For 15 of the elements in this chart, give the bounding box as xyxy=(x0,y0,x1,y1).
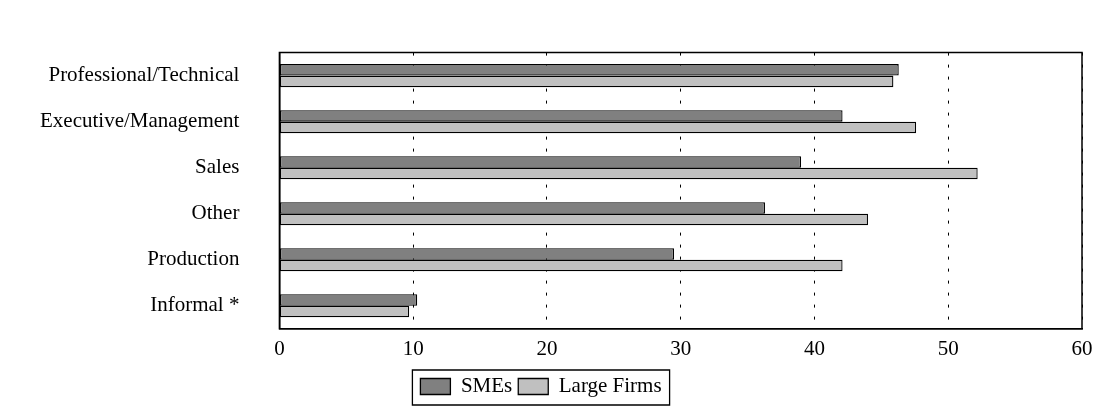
x-tick-label: 10 xyxy=(402,335,424,360)
legend-label: SMEs xyxy=(460,373,513,398)
x-tick-label: 30 xyxy=(670,335,692,360)
legend-label: Large Firms xyxy=(558,373,662,398)
y-tick-label: Professional/Technical xyxy=(48,62,240,87)
y-tick-label: Informal * xyxy=(150,292,240,317)
y-tick-label: Sales xyxy=(195,154,240,179)
x-tick-label: 20 xyxy=(536,335,558,360)
y-tick-label: Executive/Management xyxy=(40,108,240,133)
x-tick-label: 0 xyxy=(274,335,285,360)
y-tick-label: Production xyxy=(147,246,240,271)
x-tick-label: 50 xyxy=(937,335,959,360)
x-tick-label: 40 xyxy=(803,335,825,360)
x-tick-label: 60 xyxy=(1071,335,1093,360)
y-tick-label: Other xyxy=(191,200,240,225)
